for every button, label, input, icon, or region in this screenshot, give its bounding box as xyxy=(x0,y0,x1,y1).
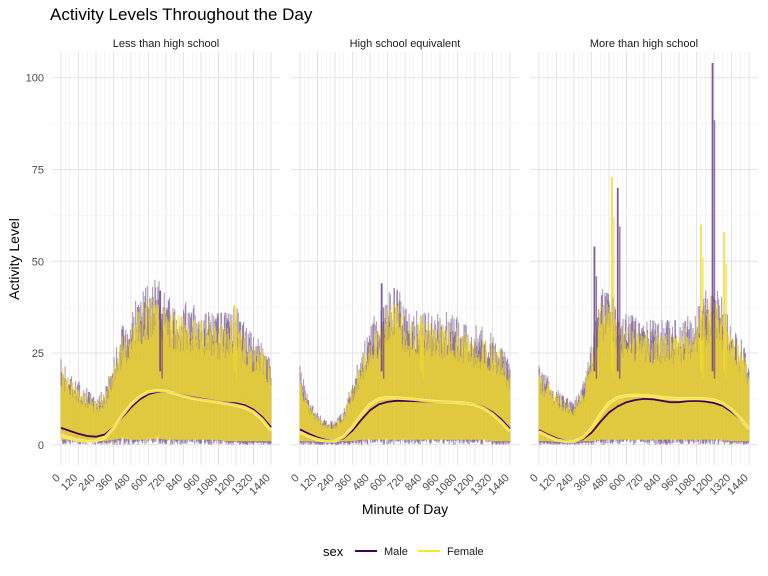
x-tick-label: 720 xyxy=(385,472,406,493)
x-tick-label: 120 xyxy=(59,472,80,493)
y-tick-label: 0 xyxy=(38,440,44,452)
x-tick-label: 480 xyxy=(589,472,610,493)
chart-title: Activity Levels Throughout the Day xyxy=(50,5,313,24)
facet-panel: High school equivalent012024036048060072… xyxy=(289,38,519,498)
x-tick-label: 840 xyxy=(403,472,424,493)
x-tick-label: 840 xyxy=(642,472,663,493)
y-tick-label: 100 xyxy=(26,73,44,85)
x-tick-label: 240 xyxy=(554,472,575,493)
x-tick-label: 360 xyxy=(94,472,115,493)
legend-title: sex xyxy=(323,544,344,559)
facet-panel: Less than high school0120240360480600720… xyxy=(50,38,280,498)
y-axis-title: Activity Level xyxy=(6,218,22,300)
x-tick-label: 480 xyxy=(111,472,132,493)
x-tick-label: 240 xyxy=(76,472,97,493)
x-tick-label: 360 xyxy=(572,472,593,493)
x-tick-label: 360 xyxy=(333,472,354,493)
x-tick-label: 600 xyxy=(607,472,628,493)
x-tick-label: 120 xyxy=(298,472,319,493)
legend: sex Male Female xyxy=(323,544,484,559)
legend-label-male: Male xyxy=(384,546,408,558)
raw-female-traces xyxy=(299,301,511,442)
x-tick-label: 720 xyxy=(624,472,645,493)
x-tick-label: 600 xyxy=(129,472,150,493)
x-tick-label: 120 xyxy=(537,472,558,493)
y-tick-label: 50 xyxy=(32,256,44,268)
x-tick-label: 600 xyxy=(368,472,389,493)
y-tick-label: 75 xyxy=(32,164,44,176)
x-tick-label: 480 xyxy=(350,472,371,493)
x-axis-title: Minute of Day xyxy=(362,501,448,517)
legend-label-female: Female xyxy=(447,546,484,558)
facet-strip-label: High school equivalent xyxy=(350,38,461,50)
x-tick-label: 1440 xyxy=(247,472,273,498)
smooth-line-female xyxy=(299,396,511,443)
x-tick-label: 1440 xyxy=(725,472,751,498)
smooth-line-female xyxy=(60,389,272,443)
facet-strip-label: More than high school xyxy=(590,38,698,50)
facet-panel: More than high school0120240360480600720… xyxy=(528,38,758,498)
facet-strip-label: Less than high school xyxy=(113,38,219,50)
x-tick-label: 1440 xyxy=(486,472,512,498)
facet-panels: 0 25 50 75 100 Less than high school012024036… xyxy=(26,38,758,498)
x-tick-label: 840 xyxy=(164,472,185,493)
y-tick-label: 25 xyxy=(32,348,44,360)
smooth-line-female xyxy=(538,394,750,443)
x-tick-label: 240 xyxy=(315,472,336,493)
x-tick-label: 720 xyxy=(146,472,167,493)
